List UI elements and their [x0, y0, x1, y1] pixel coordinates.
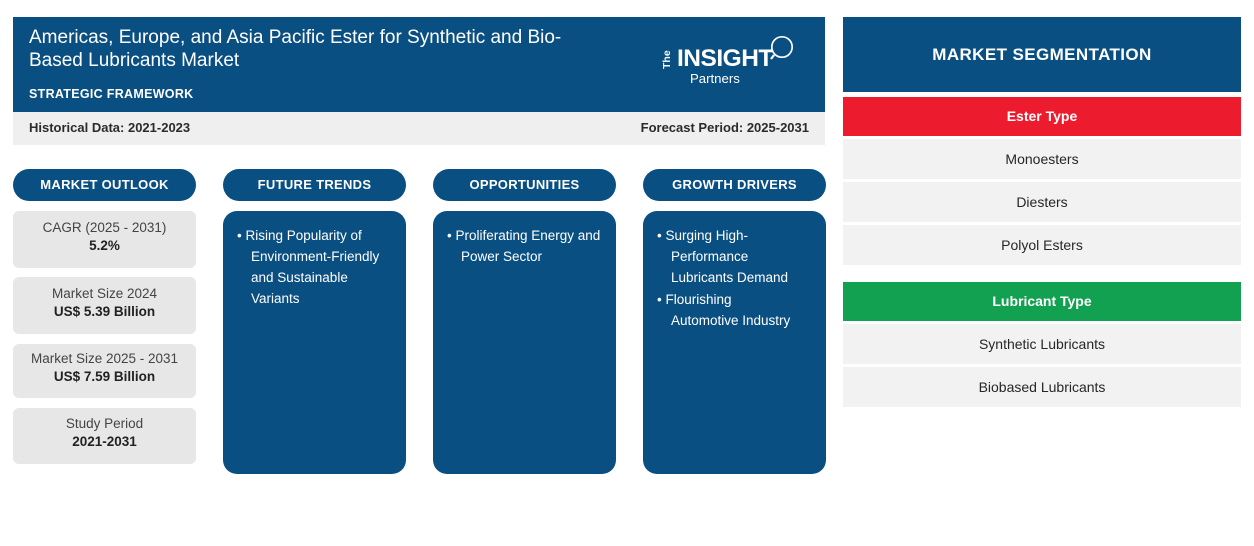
svg-text:INSIGHT: INSIGHT [677, 45, 773, 72]
svg-text:The: The [661, 50, 673, 69]
svg-text:Partners: Partners [690, 71, 740, 86]
